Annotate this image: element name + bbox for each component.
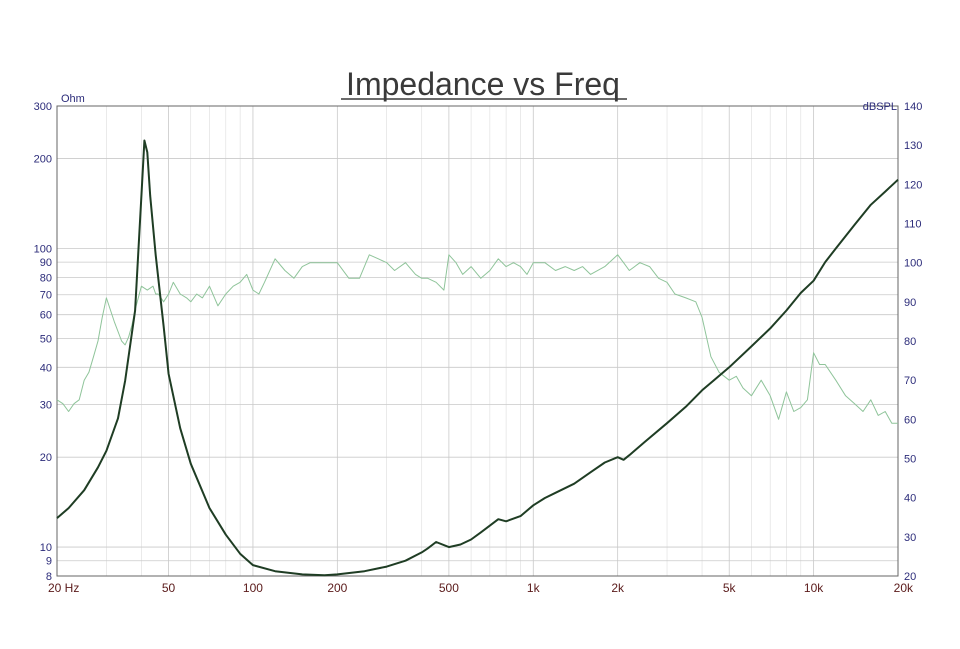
y-right-tick-label: 30 [904, 532, 916, 544]
y-right-tick-label: 40 [904, 493, 916, 505]
x-tick-label: 20 Hz [48, 581, 79, 595]
plot-frame [56, 105, 899, 577]
y-right-unit: dBSPL [863, 101, 897, 113]
y-left-tick-label: 10 [40, 542, 52, 554]
x-tick-labels: 20 Hz 50 100 200 500 1k 2k 5k 10k 20k [48, 581, 914, 595]
x-tick-label: 2k [611, 581, 625, 595]
y-left-tick-label: 100 [34, 243, 52, 255]
x-tick-label: 500 [439, 581, 459, 595]
x-tick-label: 10k [804, 581, 824, 595]
y-left-tick-label: 80 [40, 272, 52, 284]
x-tick-label: 1k [527, 581, 541, 595]
x-tick-label: 200 [327, 581, 347, 595]
y-right-tick-labels: 140 130 120 110 100 90 80 70 60 50 40 30 20 [904, 101, 922, 583]
y-left-tick-label: 90 [40, 257, 52, 269]
y-right-tick-label: 100 [904, 258, 922, 270]
spl-line [56, 254, 898, 424]
y-right-tick-label: 120 [904, 179, 922, 191]
x-tick-label: 100 [243, 581, 263, 595]
y-left-tick-label: 50 [40, 333, 52, 345]
series-layer [56, 139, 899, 577]
y-right-tick-label: 90 [904, 297, 916, 309]
y-left-tick-label: 200 [34, 154, 52, 166]
x-tick-label: 5k [723, 581, 737, 595]
y-right-tick-label: 70 [904, 375, 916, 387]
y-right-tick-label: 20 [904, 571, 916, 583]
y-left-tick-label: 9 [46, 556, 52, 568]
chart-title: Impedance vs Freq [346, 66, 620, 102]
y-left-tick-label: 40 [40, 362, 52, 374]
y-left-tick-label: 30 [40, 400, 52, 412]
y-left-tick-label: 8 [46, 571, 52, 583]
y-right-tick-label: 140 [904, 101, 922, 113]
y-right-tick-label: 60 [904, 414, 916, 426]
y-right-tick-label: 80 [904, 336, 916, 348]
y-left-tick-labels: 300 200 100 90 80 70 60 50 40 30 20 10 9 8 [34, 101, 52, 583]
impedance-line [56, 139, 899, 577]
x-tick-label: 50 [162, 581, 176, 595]
y-right-tick-label: 130 [904, 140, 922, 152]
grid-layer [56, 106, 898, 576]
y-left-tick-label: 20 [40, 452, 52, 464]
y-right-tick-label: 50 [904, 454, 916, 466]
y-left-unit: Ohm [61, 93, 85, 105]
y-left-tick-label: 300 [34, 101, 52, 113]
y-right-tick-label: 110 [904, 219, 922, 231]
x-tick-label: 20k [894, 581, 914, 595]
y-left-tick-label: 70 [40, 290, 52, 302]
y-left-tick-label: 60 [40, 310, 52, 322]
